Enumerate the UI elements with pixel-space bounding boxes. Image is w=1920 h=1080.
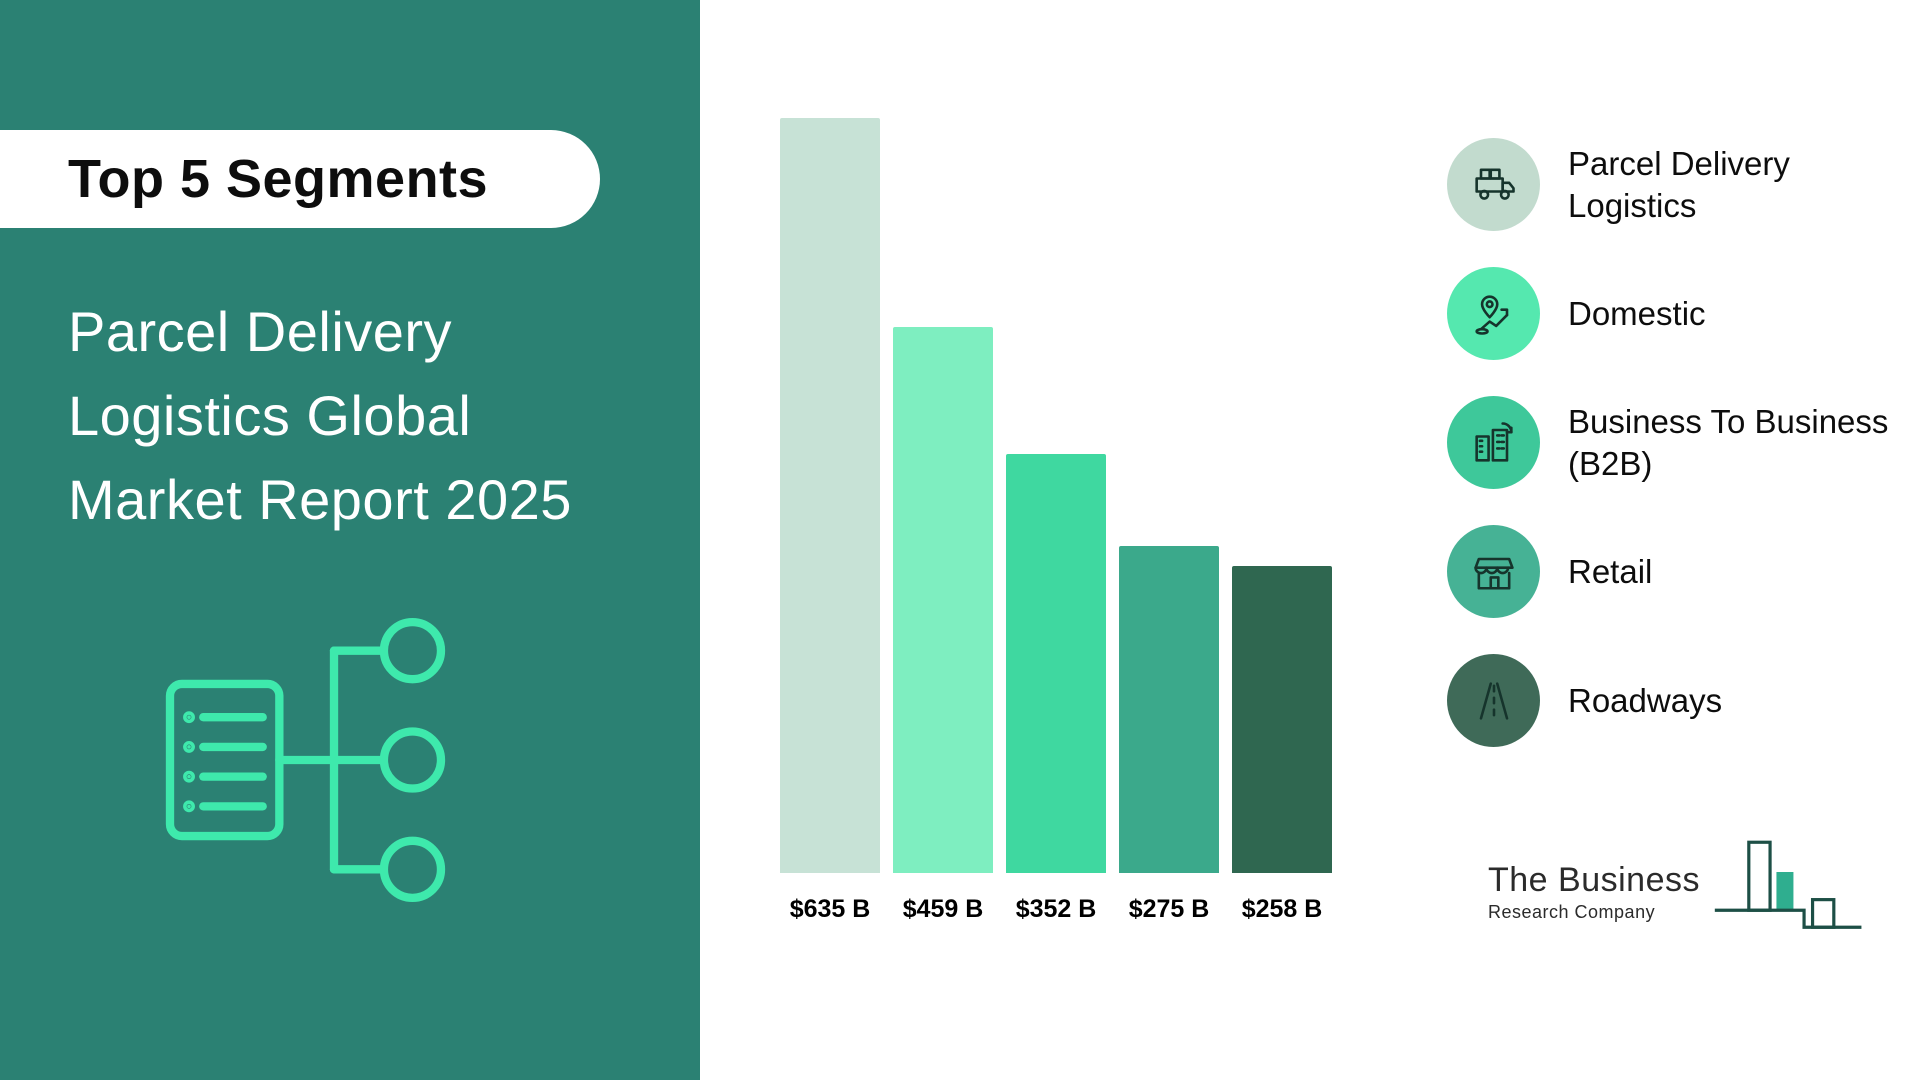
bar-value-label-5: $258 B (1241, 895, 1323, 923)
document-flowchart-icon (160, 615, 470, 910)
company-logo: The Business Research Company (1488, 838, 1866, 945)
building-exchange-icon (1447, 396, 1540, 489)
bar-column-2 (893, 118, 993, 873)
legend-label-5: Roadways (1568, 681, 1723, 719)
map-location-icon (1447, 267, 1540, 360)
legend-item-4: Retail (1447, 525, 1907, 618)
legend-item-3: Business To Business (B2B) (1447, 396, 1907, 489)
report-title-line-1: Parcel Delivery (68, 300, 453, 363)
logo-line-2: Research Company (1488, 902, 1656, 922)
legend-label-2: Domestic (1568, 294, 1706, 332)
legend-item-1: Parcel Delivery Logistics (1447, 138, 1907, 231)
report-title: Parcel Delivery Logistics Global Market … (68, 290, 628, 542)
logo-line-1: The Business (1488, 861, 1700, 899)
bar-column-1 (780, 118, 880, 873)
bar-value-labels: $635 B $459 B $352 B $275 B $258 B (780, 895, 1332, 924)
bar-column-5 (1232, 118, 1332, 873)
bar-1 (780, 118, 880, 873)
bar-value-label-3: $352 B (1015, 895, 1097, 923)
report-title-line-2: Logistics Global (68, 384, 472, 447)
bar-value-label-4: $275 B (1128, 895, 1210, 923)
bar-5 (1232, 566, 1332, 873)
badge-label: Top 5 Segments (68, 149, 489, 209)
legend-label-3: Business To Business (B2B) (1568, 402, 1889, 482)
bar-value-label-2: $459 B (902, 895, 984, 923)
badge-pill: Top 5 Segments (0, 130, 600, 228)
report-title-line-3: Market Report 2025 (68, 468, 572, 531)
bar-column-3 (1006, 118, 1106, 873)
legend-item-2: Domestic (1447, 267, 1907, 360)
legend-label-4: Retail (1568, 552, 1653, 590)
storefront-icon (1447, 525, 1540, 618)
bar-3 (1006, 454, 1106, 873)
road-icon (1447, 654, 1540, 747)
legend-item-5: Roadways (1447, 654, 1907, 747)
bar-2 (893, 327, 993, 873)
bar-chart (780, 118, 1332, 873)
logo-bar-chart-icon (1706, 838, 1866, 945)
bar-value-label-1: $635 B (789, 895, 871, 923)
left-panel: Top 5 Segments Parcel Delivery Logistics… (0, 0, 700, 1080)
company-logo-text: The Business Research Company (1488, 861, 1700, 945)
legend: Parcel Delivery Logistics Domestic Busines… (1447, 138, 1907, 783)
legend-label-1: Parcel Delivery Logistics (1568, 144, 1790, 224)
truck-boxes-icon (1447, 138, 1540, 231)
bar-column-4 (1119, 118, 1219, 873)
bar-4 (1119, 546, 1219, 873)
